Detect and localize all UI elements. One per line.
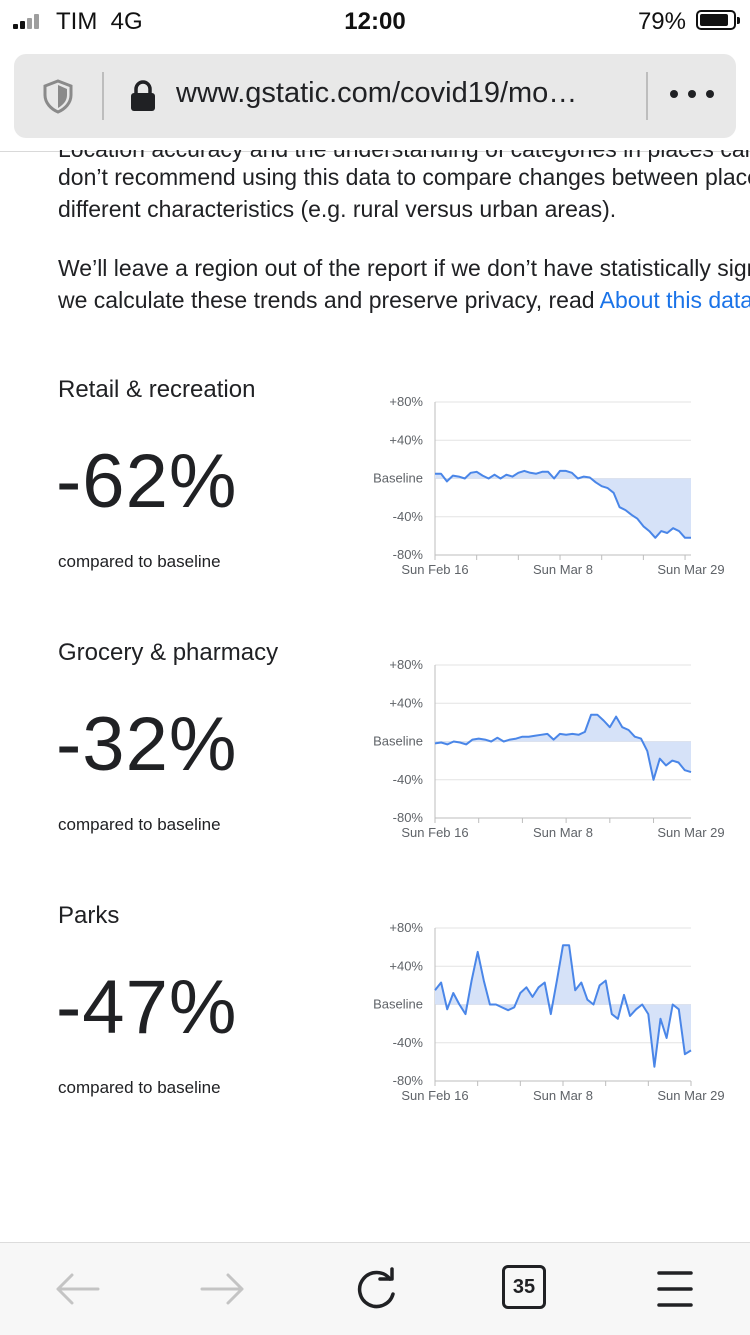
x-tick-label: Sun Feb 16	[401, 825, 468, 840]
series-line	[434, 944, 692, 1068]
y-tick-label: -40%	[393, 509, 424, 524]
x-tick-label: Sun Feb 16	[401, 1088, 468, 1103]
change-percent: -32%	[56, 702, 238, 787]
compare-label: compared to baseline	[58, 552, 221, 571]
series-line	[434, 713, 692, 781]
x-tick-label: Sun Mar 29	[657, 562, 724, 577]
y-tick-label: +40%	[389, 958, 423, 973]
category-title: Retail & recreation	[58, 376, 256, 403]
x-tick-label: Sun Mar 8	[533, 562, 593, 577]
change-percent: -47%	[56, 965, 238, 1050]
bottom-toolbar: 35	[0, 1242, 750, 1335]
shield-icon[interactable]	[40, 78, 76, 114]
retail-chart: +80% +40% Baseline -40% -80%Sun Feb 16 Sun Ma…	[373, 394, 724, 577]
parks-chart: +80% +40% Baseline -40% -80%Sun Feb 16 Sun Ma…	[373, 920, 724, 1103]
change-percent: -62%	[56, 439, 238, 524]
article-paragraph: We’ll leave a region out of the report i…	[58, 252, 750, 316]
clock: 12:00	[344, 8, 406, 35]
category-title: Grocery & pharmacy	[58, 639, 279, 666]
x-tick-label: Sun Feb 16	[401, 562, 468, 577]
series-area	[435, 714, 691, 780]
y-tick-label: -40%	[393, 772, 424, 787]
toolbar-divider	[0, 151, 750, 152]
y-tick-label: -40%	[393, 1035, 424, 1050]
signal-icon	[13, 13, 47, 29]
y-tick-label: +80%	[389, 920, 423, 935]
compare-label: compared to baseline	[58, 815, 221, 834]
battery-percent: 79%	[637, 8, 686, 35]
more-options-icon[interactable]	[670, 88, 714, 102]
status-bar: TIM 4G 12:00 79%	[0, 0, 750, 42]
menu-icon[interactable]	[650, 1267, 700, 1311]
y-tick-label: -80%	[393, 547, 424, 562]
back-arrow-icon[interactable]	[52, 1267, 102, 1311]
x-tick-label: Sun Mar 29	[657, 825, 724, 840]
y-tick-label: -80%	[393, 1073, 424, 1088]
grocery-chart: +80% +40% Baseline -40% -80%Sun Feb 16 Sun Ma…	[373, 657, 724, 840]
y-tick-label: Baseline	[373, 734, 423, 749]
divider	[102, 72, 104, 120]
x-tick-label: Sun Mar 8	[533, 1088, 593, 1103]
x-tick-label: Sun Mar 8	[533, 825, 593, 840]
carrier-label: TIM 4G	[56, 8, 143, 35]
y-tick-label: Baseline	[373, 997, 423, 1012]
divider	[646, 72, 648, 120]
y-tick-label: +40%	[389, 432, 423, 447]
article-text: Location accuracy and the understanding …	[58, 150, 750, 165]
metric-section-retail: Retail & recreation -62% compared to bas…	[0, 376, 750, 596]
tabs-button[interactable]: 35	[502, 1265, 546, 1309]
address-bar[interactable]: www.gstatic.com/covid19/mo…	[14, 54, 736, 138]
lock-icon	[131, 80, 155, 111]
y-tick-label: +80%	[389, 657, 423, 672]
category-title: Parks	[58, 902, 120, 929]
url-text[interactable]: www.gstatic.com/covid19/mo…	[176, 77, 578, 109]
article-paragraph: don’t recommend using this data to compa…	[58, 164, 750, 222]
x-tick-label: Sun Mar 29	[657, 1088, 724, 1103]
metric-section-grocery: Grocery & pharmacy -32% compared to base…	[0, 639, 750, 859]
series-line	[435, 469, 691, 539]
y-tick-label: +80%	[389, 394, 423, 409]
y-tick-label: -80%	[393, 810, 424, 825]
series-area	[435, 470, 691, 538]
compare-label: compared to baseline	[58, 1078, 221, 1097]
page-content: Location accuracy and the understanding …	[0, 150, 750, 1240]
reload-icon[interactable]	[352, 1267, 402, 1311]
about-data-link[interactable]: About this data	[599, 287, 750, 313]
y-tick-label: Baseline	[373, 471, 423, 486]
metric-section-parks: Parks -47% compared to baseline +80% +40%…	[0, 902, 750, 1122]
battery-icon	[696, 10, 740, 30]
y-tick-label: +40%	[389, 695, 423, 710]
forward-arrow-icon[interactable]	[198, 1267, 248, 1311]
